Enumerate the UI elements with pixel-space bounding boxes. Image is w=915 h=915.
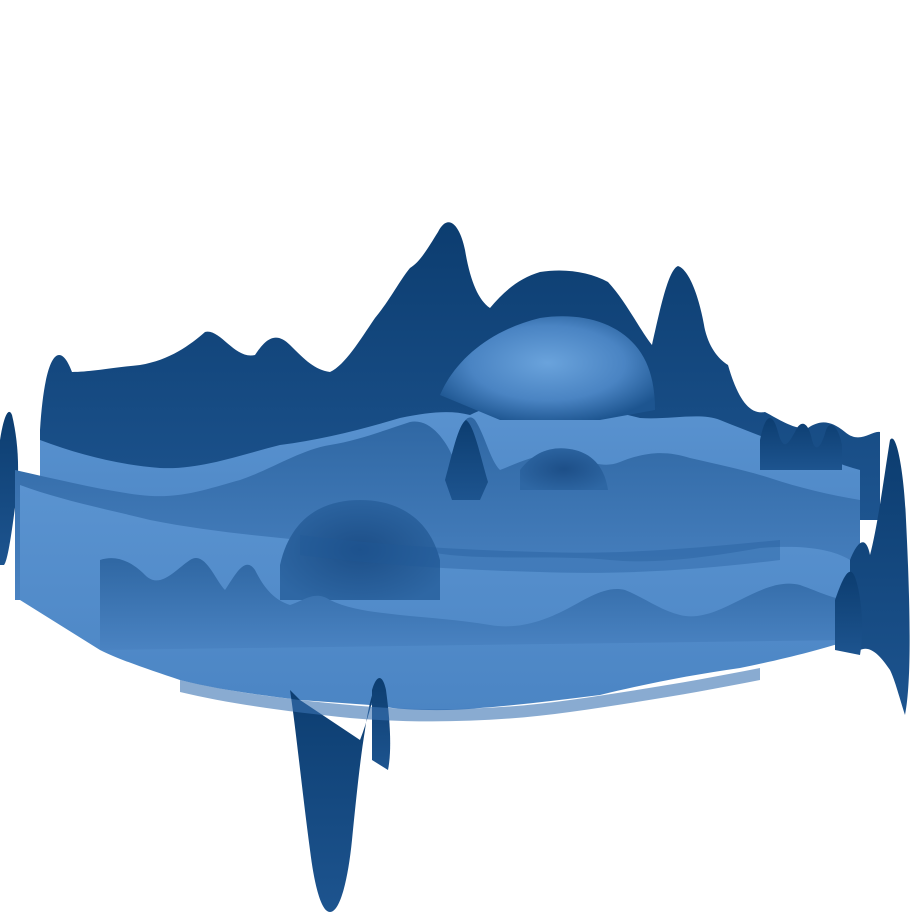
right-edge-spikes: [850, 438, 910, 715]
left-edge-spike: [0, 411, 19, 565]
front-ridge: [100, 557, 850, 650]
right-dome: [520, 448, 608, 490]
foreground-edge: [180, 668, 760, 722]
shadow-band: [300, 535, 780, 573]
right-back-spikes: [760, 418, 842, 470]
front-left-deep-spike: [290, 682, 378, 912]
central-peak: [445, 420, 488, 500]
right-front-spike: [835, 571, 863, 655]
front-dome: [280, 500, 440, 600]
front-small-spike: [372, 677, 391, 770]
back-dome: [440, 316, 655, 420]
